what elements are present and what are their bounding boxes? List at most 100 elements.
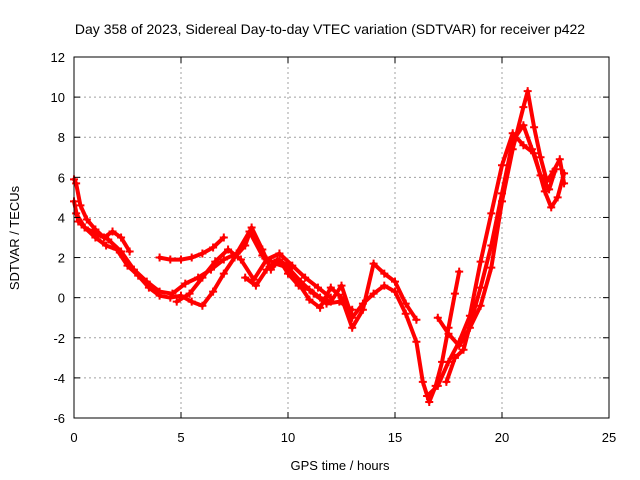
- data-point-marker: [155, 287, 164, 296]
- data-point-marker: [219, 233, 228, 242]
- data-point-marker: [401, 309, 410, 318]
- data-point-marker: [172, 297, 181, 306]
- data-point-marker: [519, 121, 528, 130]
- plot-frame: [73, 56, 610, 419]
- y-tick-label: 8: [58, 130, 65, 145]
- data-point-marker: [560, 169, 569, 178]
- data-point-marker: [337, 293, 346, 302]
- data-point-marker: [142, 277, 151, 286]
- data-point-marker: [348, 323, 357, 332]
- data-point-marker: [442, 377, 451, 386]
- data-point-marker: [358, 305, 367, 314]
- data-point-marker: [177, 255, 185, 264]
- y-tick-label: 6: [58, 170, 65, 185]
- data-point-marker: [487, 241, 496, 250]
- data-point-marker: [536, 171, 545, 180]
- data-point-marker: [476, 283, 485, 292]
- data-point-marker: [459, 345, 468, 354]
- data-point-marker: [487, 209, 496, 218]
- grid-lines: [74, 57, 609, 418]
- data-point-marker: [498, 189, 506, 198]
- data-point-marker: [187, 297, 196, 306]
- y-tick-label: 0: [58, 291, 65, 306]
- data-point-marker: [275, 249, 284, 258]
- data-point-marker: [380, 269, 389, 278]
- data-point-marker: [553, 193, 562, 202]
- data-point-marker: [313, 283, 322, 292]
- data-point-marker: [91, 229, 100, 238]
- data-point-marker: [523, 87, 532, 96]
- series-trace-9-markers: [442, 121, 560, 386]
- data-point-marker: [476, 301, 485, 310]
- y-tick-label: 10: [51, 90, 65, 105]
- data-point-marker: [219, 269, 228, 278]
- data-point-marker: [551, 165, 560, 174]
- data-point-marker: [326, 293, 335, 302]
- data-point-marker: [155, 253, 164, 262]
- data-point-marker: [273, 255, 282, 264]
- chart-title: Day 358 of 2023, Sidereal Day-to-day VTE…: [75, 21, 585, 37]
- data-point-marker: [444, 357, 453, 366]
- data-point-marker: [209, 243, 218, 252]
- data-point-marker: [555, 155, 564, 164]
- data-point-marker: [108, 227, 117, 236]
- x-tick-label: 20: [495, 430, 509, 445]
- data-point-marker: [294, 279, 303, 288]
- data-point-marker: [433, 381, 442, 390]
- data-point-marker: [455, 337, 464, 346]
- data-point-marker: [468, 313, 477, 322]
- data-point-marker: [527, 145, 536, 154]
- data-point-marker: [348, 305, 357, 314]
- data-point-marker: [166, 255, 175, 264]
- data-point-marker: [247, 223, 256, 232]
- data-point-marker: [224, 245, 233, 254]
- data-point-marker: [433, 313, 442, 322]
- data-point-marker: [262, 265, 271, 274]
- data-point-marker: [545, 185, 554, 194]
- series-trace-2: [72, 199, 462, 404]
- data-point-marker: [450, 289, 459, 298]
- data-point-marker: [198, 249, 207, 258]
- series-trace-4-markers: [155, 233, 228, 264]
- data-point-marker: [245, 227, 254, 236]
- x-axis-label: GPS time / hours: [291, 458, 390, 473]
- data-point-marker: [423, 391, 432, 400]
- data-point-marker: [519, 141, 528, 150]
- data-point-marker: [444, 329, 453, 338]
- data-point-marker: [547, 203, 556, 212]
- data-point-marker: [369, 259, 378, 268]
- data-point-marker: [536, 153, 545, 162]
- data-point-marker: [129, 265, 138, 274]
- series-trace-8-markers: [423, 129, 569, 400]
- y-axis-ticks: -6 -4 -2 0 2 4 6 8 10 12: [51, 50, 609, 426]
- data-point-marker: [104, 235, 113, 244]
- data-point-marker: [326, 283, 335, 292]
- data-point-marker: [198, 273, 207, 282]
- data-point-marker: [455, 267, 464, 276]
- data-point-marker: [487, 263, 496, 272]
- data-point-marker: [241, 273, 250, 282]
- data-point-marker: [476, 257, 485, 266]
- y-tick-label: 4: [58, 210, 65, 225]
- data-point-marker: [508, 137, 517, 146]
- data-point-marker: [401, 299, 410, 308]
- y-tick-label: -6: [53, 411, 65, 426]
- data-point-marker: [181, 279, 190, 288]
- y-tick-label: -4: [53, 371, 65, 386]
- data-point-marker: [76, 201, 85, 210]
- data-point-marker: [80, 223, 89, 232]
- data-point-marker: [258, 251, 267, 260]
- x-tick-label: 0: [70, 430, 77, 445]
- data-point-marker: [519, 103, 528, 112]
- y-tick-label: 2: [58, 251, 65, 266]
- series-trace-6-markers: [241, 255, 421, 332]
- data-point-marker: [508, 129, 517, 138]
- x-tick-label: 15: [388, 430, 402, 445]
- data-point-marker: [209, 287, 218, 296]
- x-tick-label: 10: [281, 430, 295, 445]
- y-tick-label: -2: [53, 331, 65, 346]
- data-point-marker: [309, 289, 318, 298]
- data-point-marker: [540, 187, 549, 196]
- data-point-marker: [450, 353, 459, 362]
